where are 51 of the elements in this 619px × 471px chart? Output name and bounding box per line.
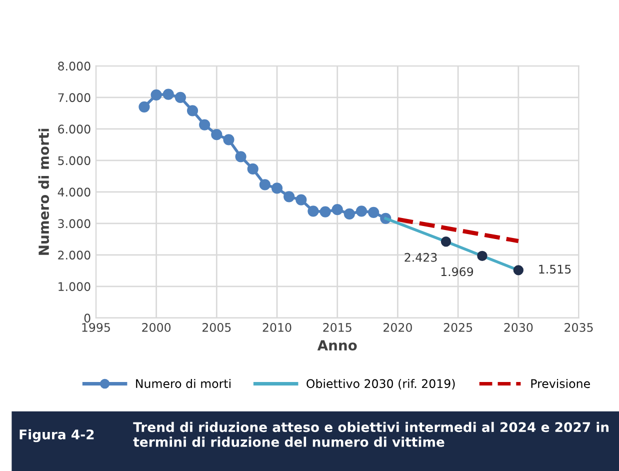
point [344,208,355,220]
x-axis-title: Anno [317,340,357,351]
y-tick-label: 3.000 [58,219,90,228]
point [174,92,186,103]
x-tick-label: 2005 [202,322,231,332]
point [211,129,222,140]
point [235,151,246,162]
data-label: 1.969 [441,267,474,276]
point [162,88,174,100]
point [308,206,319,217]
point [259,179,270,190]
data-label: 2.423 [404,252,437,262]
x-tick-label: 2015 [323,322,352,332]
x-tick-label: 2020 [384,322,412,332]
x-tick-label: 2000 [142,322,171,332]
point [138,101,150,112]
y-tick-label: 1.000 [58,282,90,292]
point [332,204,343,216]
point [356,206,368,217]
point [199,119,210,130]
point [320,206,331,218]
legend-label: Obiettivo 2030 (rif. 2019) [306,378,455,390]
point [223,134,234,146]
text: Figura 4-2 [20,429,94,442]
point [284,191,295,202]
point [368,206,380,218]
point [150,89,162,100]
x-tick-label: 2035 [564,322,593,332]
legend-label: Previsione [531,378,590,388]
y-tick-label: 0 [84,314,90,323]
y-tick-label: 5.000 [58,156,90,166]
legend-label: Numero di morti [136,378,230,388]
x-tick-label: 1995 [82,322,110,332]
text: Trend di riduzione atteso e obiettivi intermedi al 2024 e 2027 in termini di riduzione del numero di vittime [133,422,609,447]
x-tick-label: 2010 [262,322,292,332]
point [186,105,198,116]
y-tick-label: 2.000 [58,250,90,260]
point [513,265,524,276]
y-axis-title: Numero di morti [38,128,50,255]
x-tick-label: 2025 [444,322,472,332]
point [271,182,283,194]
y-tick-label: 8.000 [58,62,90,71]
y-tick-label: 6.000 [58,124,90,134]
x-tick-label: 2030 [504,322,533,332]
y-tick-label: 4.000 [58,188,90,197]
point [247,163,258,174]
data-label: 1.515 [539,264,571,274]
point [477,250,488,261]
point [296,194,307,206]
y-tick-label: 7.000 [58,93,90,102]
point [440,236,452,247]
